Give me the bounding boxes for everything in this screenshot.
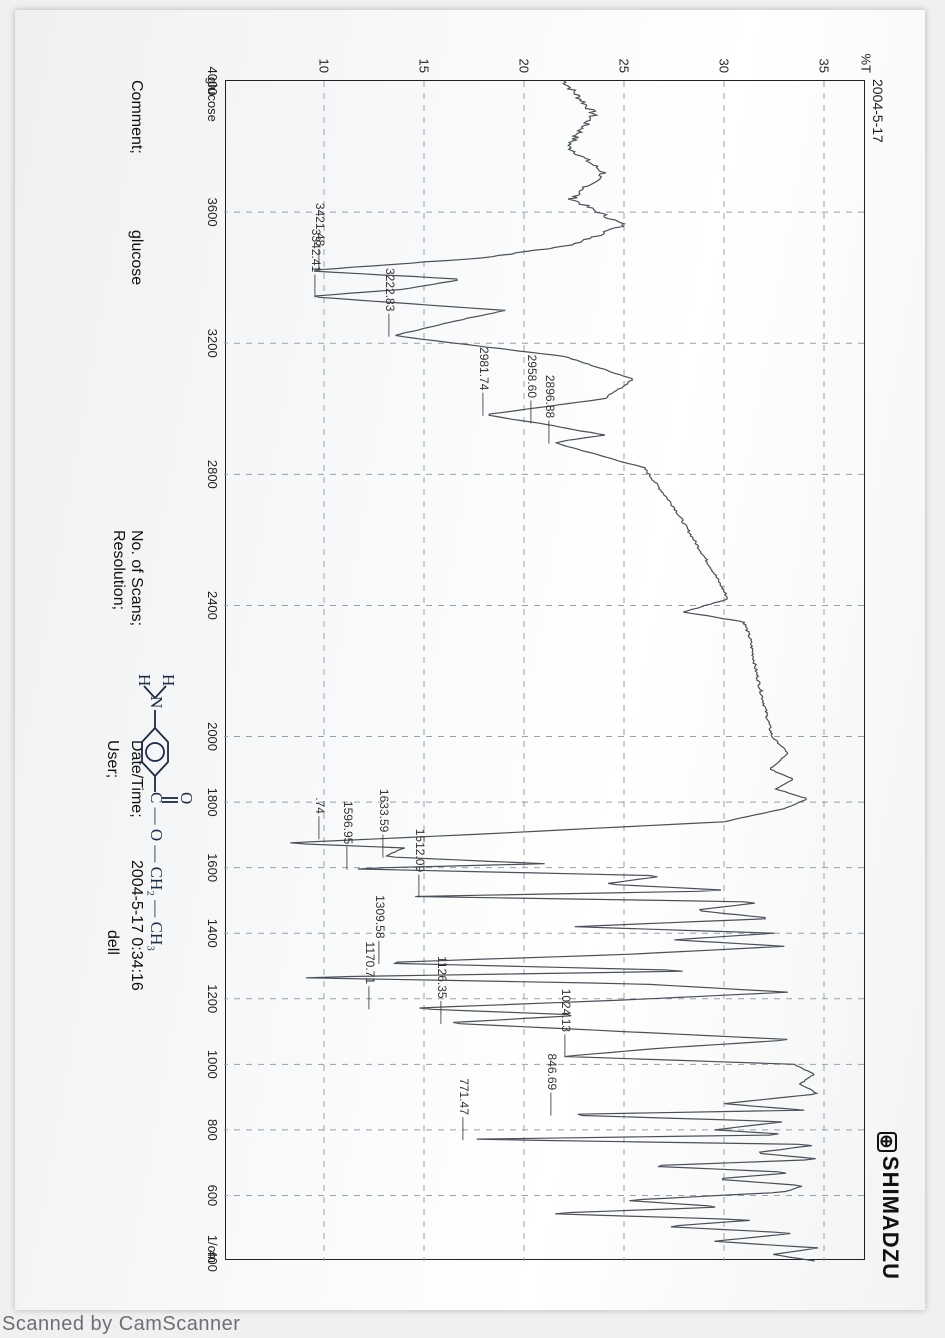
peak-label: 846.69 ——: [545, 1019, 559, 1115]
scanned-page: ⊕ SHIMADZU 2004-5-17 %T 101520253035 4000…: [15, 10, 925, 1310]
x-tick: 1400: [205, 919, 226, 948]
x-tick: 2400: [205, 591, 226, 620]
peak-label: 3342.41 ——: [309, 201, 323, 297]
peak-label: 1170.71 ——: [363, 912, 377, 1008]
y-tick: 30: [717, 59, 732, 81]
peak-label: 1024.13 ——: [559, 960, 573, 1056]
x-tick: 1800: [205, 788, 226, 817]
x-tick: 1000: [205, 1050, 226, 1079]
x-tick: 2800: [205, 460, 226, 489]
x-tick: 3600: [205, 198, 226, 227]
peak-label: 1126.35 ——: [435, 927, 449, 1023]
x-tick: 2000: [205, 722, 226, 751]
peak-label: 3222.83 ——: [383, 240, 397, 336]
chemical-structure-sketch: H H N O C — O — CH₂ — CH₃: [115, 650, 190, 950]
x-tick: 3200: [205, 329, 226, 358]
y-tick: 20: [517, 59, 532, 81]
brand-block: ⊕ SHIMADZU: [877, 1132, 903, 1280]
peak-label: 1633.59 ——: [377, 761, 391, 857]
plot-date: 2004-5-17: [870, 79, 886, 143]
chem-N: N: [146, 696, 166, 708]
y-axis-title: %T: [859, 54, 874, 82]
peak-label: .74 ——: [313, 742, 327, 838]
y-tick: 25: [617, 59, 632, 81]
peak-label: 1596.95 ——: [341, 773, 355, 869]
landscape-content: ⊕ SHIMADZU 2004-5-17 %T 101520253035 4000…: [15, 10, 925, 1310]
y-tick: 15: [417, 59, 432, 81]
peak-label: 2896.88 ——: [543, 347, 557, 443]
brand-name: SHIMADZU: [878, 1156, 903, 1280]
x-tick: 1600: [205, 853, 226, 882]
peak-label: 771.47 ——: [457, 1043, 471, 1139]
sample-label: glucose: [205, 77, 226, 122]
peak-label: 1512.09 ——: [413, 800, 427, 896]
ir-spectrum-plot: 2004-5-17 %T 101520253035 40003600320028…: [225, 80, 865, 1260]
x-tick: 1200: [205, 984, 226, 1013]
peak-label: 2958.60 ——: [525, 326, 539, 422]
footer-label: Comment;: [127, 80, 145, 230]
chem-H2: H: [134, 674, 154, 686]
brand-logo-icon: ⊕: [877, 1132, 897, 1152]
footer-value: glucose: [127, 230, 145, 530]
x-tick: 600: [205, 1185, 226, 1207]
y-tick: 10: [317, 59, 332, 81]
peak-label: 2981.74 ——: [477, 319, 491, 415]
x-axis-unit: 1/cm: [205, 1235, 226, 1263]
chem-O: O: [176, 792, 196, 804]
chem-H1: H: [158, 674, 178, 686]
y-tick: 35: [817, 59, 832, 81]
x-tick: 800: [205, 1119, 226, 1141]
chem-right: C — O — CH₂ — CH₃: [146, 792, 166, 951]
camscanner-watermark: Scanned by CamScanner: [2, 1313, 240, 1336]
